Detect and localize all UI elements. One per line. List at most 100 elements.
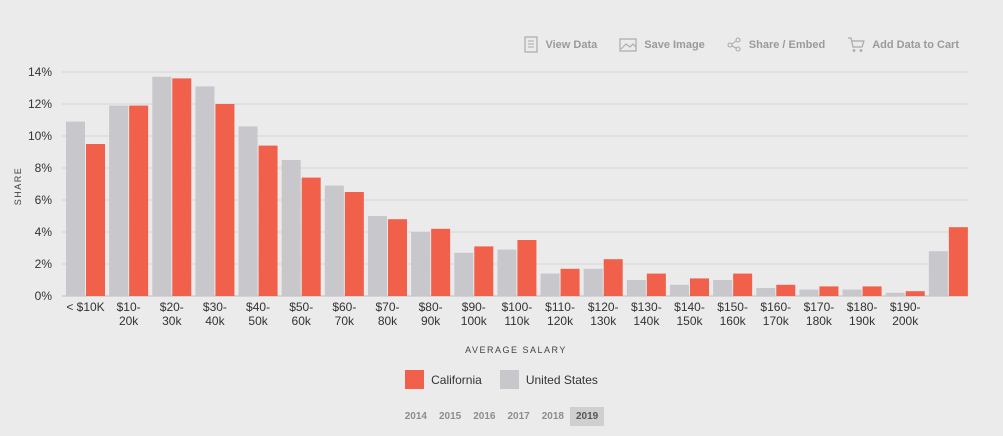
bar-california[interactable]	[776, 284, 796, 296]
x-tick-label: 160k	[720, 314, 747, 328]
bar-united-states[interactable]	[324, 185, 344, 296]
view-data-label: View Data	[545, 38, 598, 51]
y-tick-label: 4%	[35, 225, 53, 239]
bar-united-states[interactable]	[152, 76, 172, 296]
x-tick-label: 100k	[461, 314, 488, 328]
legend-label-california: California	[431, 372, 482, 387]
bar-united-states[interactable]	[540, 273, 560, 296]
bar-california[interactable]	[690, 278, 709, 296]
bar-california[interactable]	[215, 104, 235, 296]
save-image-label: Save Image	[644, 38, 705, 51]
bar-united-states[interactable]	[842, 289, 862, 296]
y-tick-label: 14%	[28, 65, 52, 79]
bar-united-states[interactable]	[195, 86, 215, 297]
bar-united-states[interactable]	[670, 284, 689, 296]
bar-california[interactable]	[258, 145, 278, 296]
legend-item-united-states[interactable]: United States	[499, 370, 598, 389]
year-2017[interactable]: 2017	[507, 411, 530, 422]
x-tick-label: $130-	[631, 300, 662, 314]
add-to-cart-button[interactable]: Add Data to Cart	[847, 36, 959, 53]
year-2016[interactable]: 2016	[473, 411, 496, 422]
year-2019[interactable]: 2019	[570, 407, 605, 426]
x-tick-label: 60k	[292, 314, 312, 328]
bar-california[interactable]	[431, 228, 451, 296]
bar-california[interactable]	[603, 259, 623, 296]
x-tick-label: 80k	[378, 314, 398, 328]
bar-united-states[interactable]	[928, 251, 948, 296]
bar-california[interactable]	[86, 144, 105, 296]
x-tick-label: $120-	[588, 300, 619, 314]
bar-california[interactable]	[905, 291, 925, 296]
legend: California United States	[0, 370, 1003, 389]
bars	[66, 76, 968, 297]
bar-united-states[interactable]	[626, 280, 646, 296]
bar-united-states[interactable]	[885, 292, 905, 296]
x-tick-label: $150-	[717, 300, 748, 314]
x-tick-label: $50-	[289, 300, 313, 314]
x-tick-label: $90-	[462, 300, 486, 314]
bar-united-states[interactable]	[368, 216, 387, 296]
x-tick-label: 70k	[335, 314, 355, 328]
bar-california[interactable]	[344, 192, 364, 296]
y-axis-label: SHARE	[13, 167, 23, 206]
x-tick-label: < $10K	[66, 300, 104, 314]
bar-california[interactable]	[474, 246, 494, 296]
x-tick-label: $20-	[160, 300, 184, 314]
bar-united-states[interactable]	[109, 105, 129, 296]
legend-swatch-california	[405, 370, 425, 389]
bar-united-states[interactable]	[713, 280, 733, 296]
year-2018[interactable]: 2018	[541, 411, 564, 422]
bar-united-states[interactable]	[799, 289, 819, 296]
year-2015[interactable]: 2015	[439, 411, 462, 422]
bar-california[interactable]	[129, 105, 149, 296]
bar-california[interactable]	[172, 78, 192, 297]
x-tick-label: 200k	[892, 314, 919, 328]
y-tick-label: 6%	[35, 193, 53, 207]
legend-item-california[interactable]: California	[405, 370, 482, 389]
year-2014[interactable]: 2014	[404, 411, 427, 422]
bar-united-states[interactable]	[454, 252, 474, 296]
y-axis-ticks: 0% 2% 4% 6% 8% 10% 12% 14%	[28, 65, 52, 303]
save-image-button[interactable]: Save Image	[619, 37, 705, 52]
x-tick-label: $70-	[375, 300, 399, 314]
y-tick-label: 8%	[35, 161, 53, 175]
x-tick-label: 50k	[248, 314, 268, 328]
bar-united-states[interactable]	[411, 232, 431, 296]
x-tick-label: $160-	[760, 300, 791, 314]
bar-california[interactable]	[560, 268, 580, 296]
x-tick-label: 130k	[590, 314, 617, 328]
x-tick-label: 30k	[162, 314, 182, 328]
y-tick-label: 12%	[28, 97, 52, 111]
y-tick-label: 0%	[35, 289, 53, 303]
y-tick-label: 2%	[35, 257, 53, 271]
bar-united-states[interactable]	[238, 126, 258, 297]
x-tick-label: $190-	[890, 300, 921, 314]
x-tick-label: 180k	[806, 314, 833, 328]
bar-united-states[interactable]	[497, 249, 517, 296]
x-tick-label: $60-	[332, 300, 356, 314]
bar-california[interactable]	[819, 286, 839, 296]
x-tick-label: $10-	[117, 300, 141, 314]
chart-toolbar: View Data Save Image Share / Embed Add D…	[524, 36, 959, 53]
bar-california[interactable]	[862, 286, 882, 296]
view-data-button[interactable]: View Data	[524, 36, 597, 53]
document-icon	[524, 36, 539, 53]
share-embed-button[interactable]: Share / Embed	[727, 37, 825, 52]
bar-california[interactable]	[301, 177, 321, 296]
bar-united-states[interactable]	[66, 121, 85, 296]
bar-california[interactable]	[646, 273, 666, 296]
x-tick-label: $170-	[804, 300, 835, 314]
bar-united-states[interactable]	[756, 288, 776, 296]
bar-california[interactable]	[733, 273, 753, 296]
legend-swatch-united-states	[499, 370, 519, 389]
x-tick-label: $140-	[674, 300, 705, 314]
x-tick-label: 170k	[763, 314, 790, 328]
y-tick-label: 10%	[28, 129, 52, 143]
bar-california[interactable]	[948, 227, 968, 296]
bar-united-states[interactable]	[583, 268, 603, 296]
bar-california[interactable]	[517, 240, 537, 296]
bar-california[interactable]	[388, 219, 407, 296]
x-tick-label: 40k	[205, 314, 225, 328]
cart-icon	[848, 37, 866, 52]
bar-united-states[interactable]	[281, 160, 301, 296]
